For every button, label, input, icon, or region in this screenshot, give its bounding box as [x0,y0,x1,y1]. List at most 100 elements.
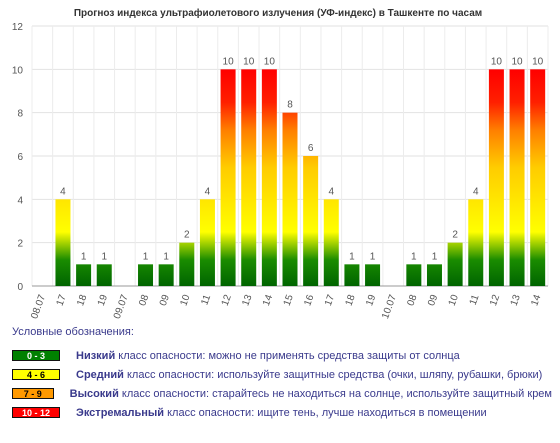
legend-item: 4 - 6 Средний класс опасности: используйт… [12,365,552,384]
bar [282,112,298,287]
y-tick-label: 6 [17,152,23,163]
bar-value-label: 2 [452,230,458,241]
bar [303,156,319,286]
uv-chart: Прогноз индекса ультрафиолетового излуче… [12,7,549,320]
legend-class-name: Экстремальный [76,406,165,419]
bar [426,264,442,286]
bar [55,199,71,286]
x-tick-label: 19 [364,293,378,308]
bar-value-label: 10 [243,56,255,67]
legend-swatch: 4 - 6 [12,369,60,380]
x-tick-label: 19 [96,293,110,308]
bar [323,199,339,286]
legend-swatch: 0 - 3 [12,350,60,361]
y-tick-label: 10 [12,65,24,76]
bar [241,69,257,286]
legend-item: 7 - 9 Высокий класс опасности: старайтесь… [12,384,552,403]
x-tick-label: 13 [509,293,523,308]
bar-value-label: 1 [370,251,376,262]
legend-description: класс опасности: используйте защитные ср… [123,368,543,381]
bar-value-label: 1 [349,251,355,262]
x-tick-label: 09.07 [112,293,131,320]
x-axis: 08.07 17 18 19 09.07 08 09 10 11 12 13 14 15 16 17 18 19… [29,293,543,320]
x-tick-label: 11 [468,293,482,307]
bar [76,264,92,286]
bar [261,69,277,286]
x-tick-label: 10 [447,293,461,308]
x-tick-label: 08 [406,293,420,308]
y-tick-label: 0 [17,282,23,293]
bar [530,69,546,286]
x-tick-label: 16 [302,293,316,308]
bars [55,69,546,287]
x-tick-label: 09 [426,293,440,308]
x-tick-label: 11 [199,293,213,307]
bar [220,69,236,286]
x-tick-label: 15 [282,293,296,308]
x-tick-label: 17 [55,293,69,308]
legend-class-name: Низкий [76,349,116,362]
bar [509,69,525,286]
bar-value-label: 4 [60,186,66,197]
bar [158,264,174,286]
bar-value-label: 1 [81,251,87,262]
bar [179,242,195,286]
legend-text: Высокий класс опасности: старайтесь не н… [70,388,552,400]
x-tick-label: 12 [488,293,502,308]
legend-text: Экстремальный класс опасности: ищите тен… [76,407,487,419]
bar-value-label: 1 [411,251,417,262]
legend-title: Условные обозначения: [12,326,134,338]
bar [447,242,463,286]
bar [488,69,504,286]
y-tick-label: 8 [17,109,23,120]
x-tick-label: 12 [220,293,234,308]
bar-value-label: 1 [432,251,438,262]
bar [199,199,215,286]
legend-text: Низкий класс опасности: можно не применя… [76,350,460,362]
x-tick-label: 17 [323,293,337,308]
bar [406,264,422,286]
bar-value-label: 4 [328,186,334,197]
bar-value-label: 2 [184,230,190,241]
bar-value-label: 1 [163,251,169,262]
y-tick-label: 4 [17,195,23,206]
legend-class-name: Средний [76,368,124,381]
bar [468,199,484,286]
x-tick-label: 08 [137,293,151,308]
bar-value-label: 1 [101,251,107,262]
bar-value-label: 10 [264,56,276,67]
y-tick-label: 12 [12,22,24,33]
x-tick-label: 10 [178,293,192,308]
legend-description: класс опасности: старайтесь не находитьс… [118,387,552,400]
legend-swatch: 7 - 9 [12,388,54,399]
bar-value-label: 10 [491,56,503,67]
bar [344,264,360,286]
bar-value-label: 10 [511,56,523,67]
x-tick-label: 13 [240,293,254,308]
legend: Условные обозначения: 0 - 3 Низкий класс … [12,326,552,422]
bar-value-label: 4 [473,186,479,197]
grid-lines [31,25,549,287]
bar-value-label: 6 [308,143,314,154]
x-tick-label: 14 [261,293,275,308]
x-tick-label: 09 [158,293,172,308]
y-tick-label: 2 [17,239,23,250]
bar-value-label: 4 [205,186,211,197]
bar-value-label: 1 [143,251,149,262]
bar [96,264,112,286]
x-tick-label: 14 [529,293,543,308]
legend-description: класс опасности: ищите тень, лучше наход… [164,406,487,419]
x-tick-label: 08.07 [29,293,48,320]
x-tick-label: 18 [75,293,89,308]
legend-item: 10 - 12 Экстремальный класс опасности: ищ… [12,403,552,422]
bar-value-label: 10 [223,56,235,67]
bar-value-label: 8 [287,100,293,111]
bar-value-label: 10 [532,56,544,67]
legend-item: 0 - 3 Низкий класс опасности: можно не пр… [12,346,552,365]
bar [365,264,381,286]
x-tick-label: 18 [344,293,358,308]
x-tick-label: 10.07 [380,293,399,320]
y-axis: 0 2 4 6 8 10 12 [12,22,24,293]
legend-swatch: 10 - 12 [12,407,60,418]
legend-class-name: Высокий [69,387,119,400]
